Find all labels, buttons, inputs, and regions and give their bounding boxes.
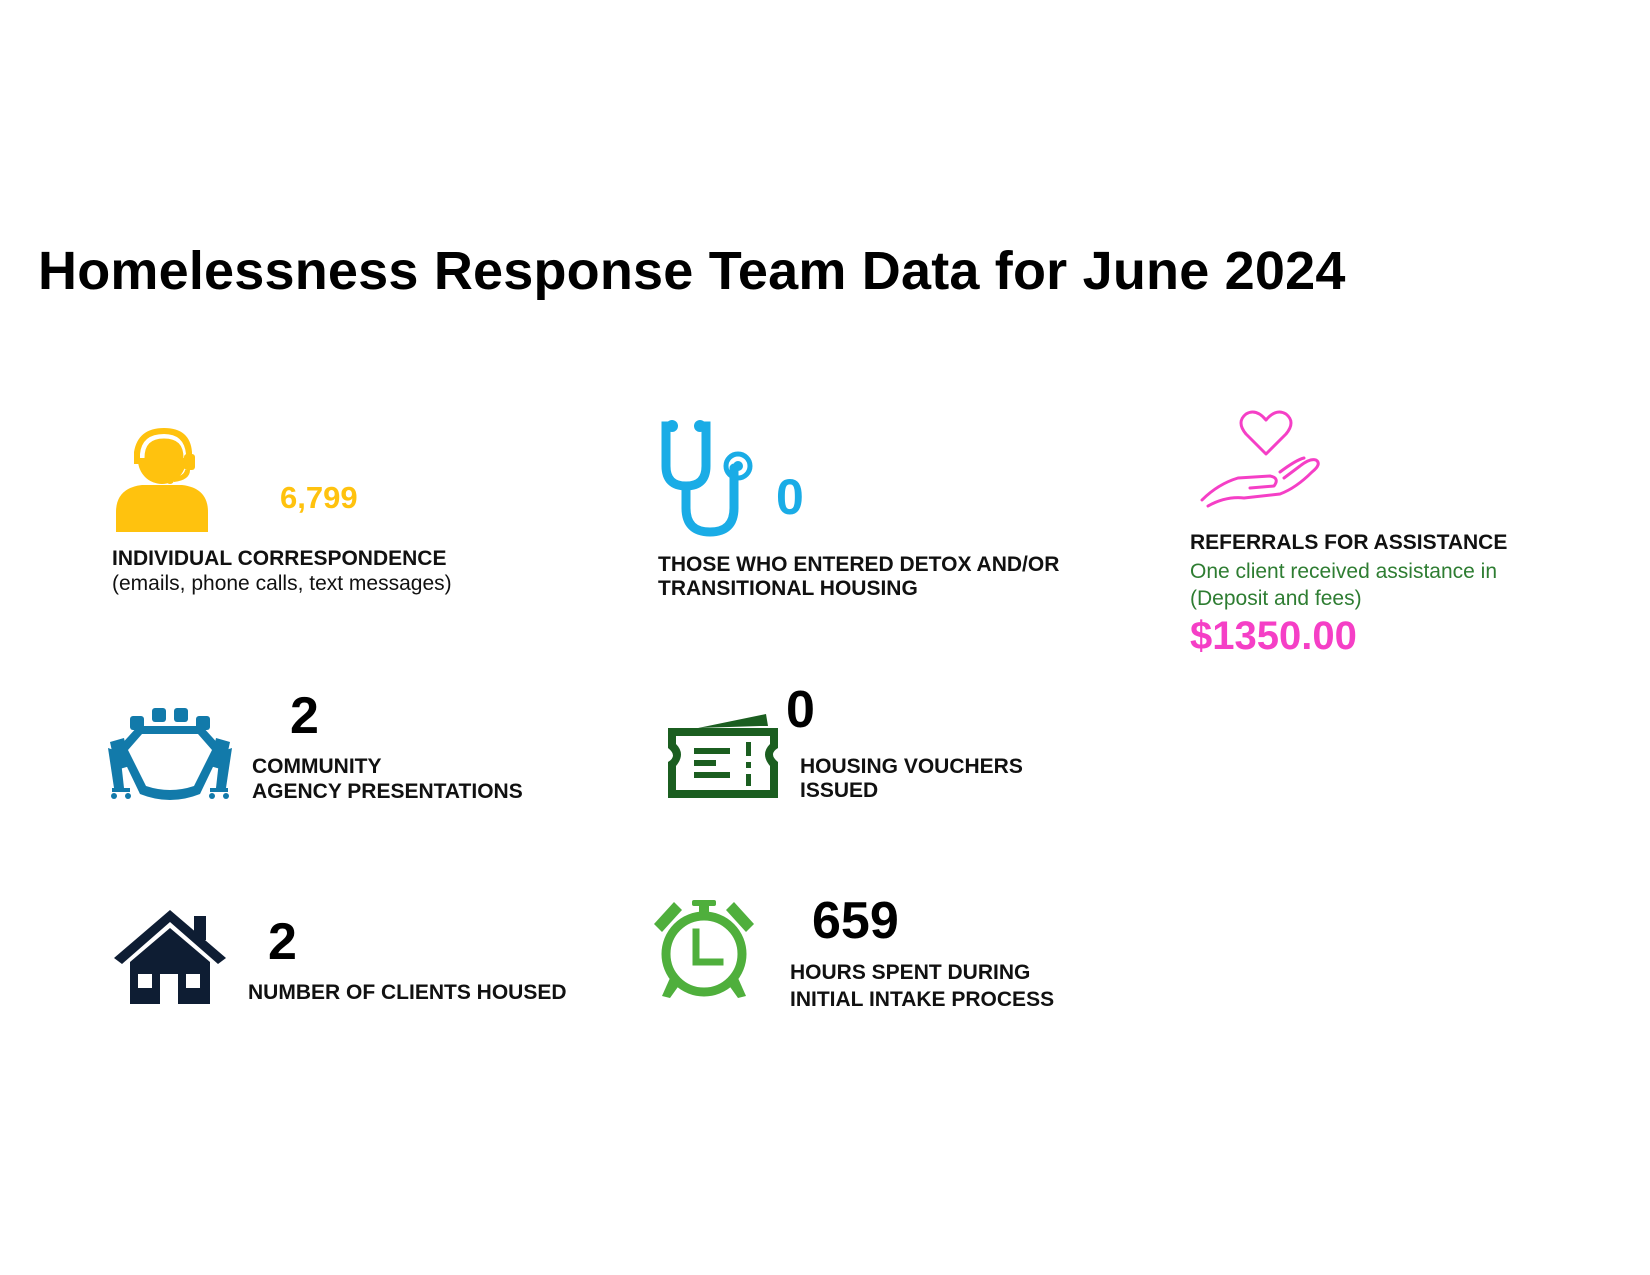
- presentations-label-line1: COMMUNITY: [252, 755, 382, 778]
- correspondence-sub: (emails, phone calls, text messages): [112, 572, 452, 595]
- headset-person-icon: [112, 428, 212, 532]
- housed-label: NUMBER OF CLIENTS HOUSED: [248, 981, 567, 1004]
- heart-in-hand-icon: [1200, 408, 1326, 508]
- house-icon: [114, 910, 226, 1004]
- detox-label-line2: TRANSITIONAL HOUSING: [658, 577, 918, 600]
- hours-label-line2: INITIAL INTAKE PROCESS: [790, 988, 1055, 1011]
- referrals-label: REFERRALS FOR ASSISTANCE: [1190, 531, 1508, 554]
- referrals-note-line1: One client received assistance in: [1190, 560, 1497, 583]
- alarm-clock-icon: [652, 900, 756, 1000]
- ticket-voucher-icon: [668, 714, 782, 798]
- referrals-amount: $1350.00: [1190, 614, 1357, 658]
- hours-value: 659: [812, 892, 899, 950]
- correspondence-value: 6,799: [280, 480, 358, 515]
- page-title: Homelessness Response Team Data for June…: [38, 241, 1346, 301]
- detox-value: 0: [776, 469, 804, 525]
- vouchers-label-line1: HOUSING VOUCHERS: [800, 755, 1023, 778]
- presentations-value: 2: [290, 687, 319, 745]
- hours-label-line1: HOURS SPENT DURING: [790, 961, 1031, 984]
- presentations-label-line2: AGENCY PRESENTATIONS: [252, 780, 523, 803]
- vouchers-value: 0: [786, 681, 815, 739]
- detox-label-line1: THOSE WHO ENTERED DETOX AND/OR: [658, 553, 1060, 576]
- conference-table-icon: [108, 708, 232, 804]
- stethoscope-icon: [658, 420, 758, 540]
- correspondence-label: INDIVIDUAL CORRESPONDENCE: [112, 547, 447, 570]
- referrals-note-line2: (Deposit and fees): [1190, 587, 1362, 610]
- housed-value: 2: [268, 913, 297, 971]
- vouchers-label-line2: ISSUED: [800, 779, 879, 802]
